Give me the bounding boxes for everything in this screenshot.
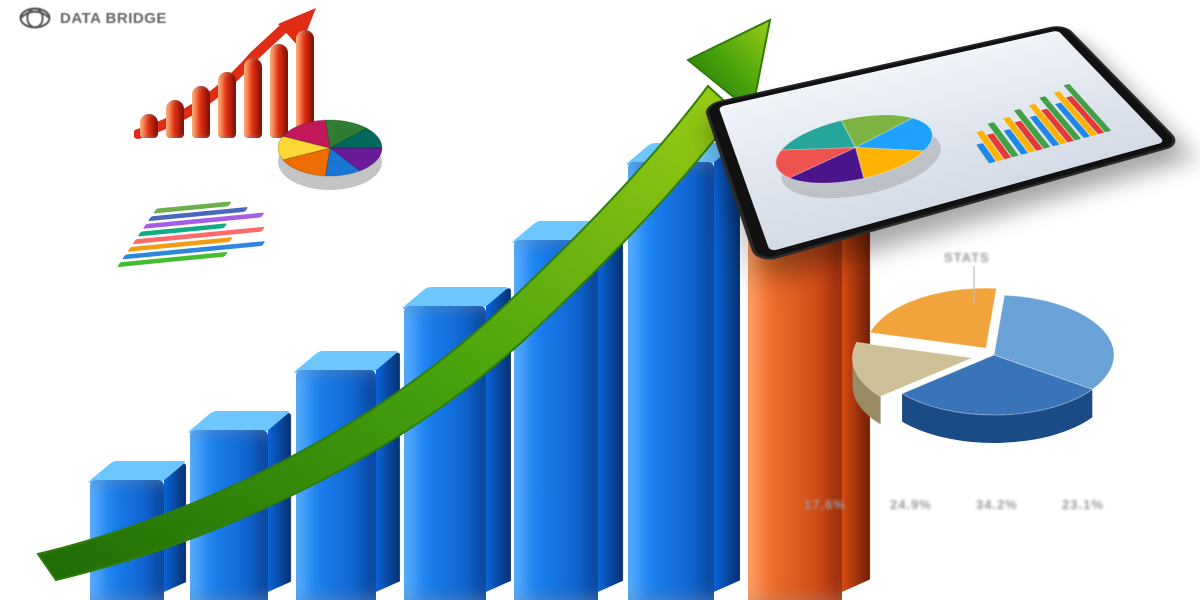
tablet-analytics [703,24,1183,265]
main-bar [628,162,714,600]
pie-label-2: 34.2% [976,497,1018,512]
pie-label-1: 24.9% [890,497,932,512]
main-bar [90,480,164,600]
pie-label-3: 23.1% [1062,497,1104,512]
main-bar [190,430,268,600]
pie-title: STATS [944,250,990,265]
main-bar [514,240,598,600]
main-bar [296,370,376,600]
logo-icon [18,4,52,32]
main-bar [404,306,486,600]
pie-label-0: 17.6% [804,497,846,512]
main-bar-chart [50,100,810,600]
stats-pie-chart: STATS 17.6% 24.9% 34.2% 23.1% [794,260,1144,490]
